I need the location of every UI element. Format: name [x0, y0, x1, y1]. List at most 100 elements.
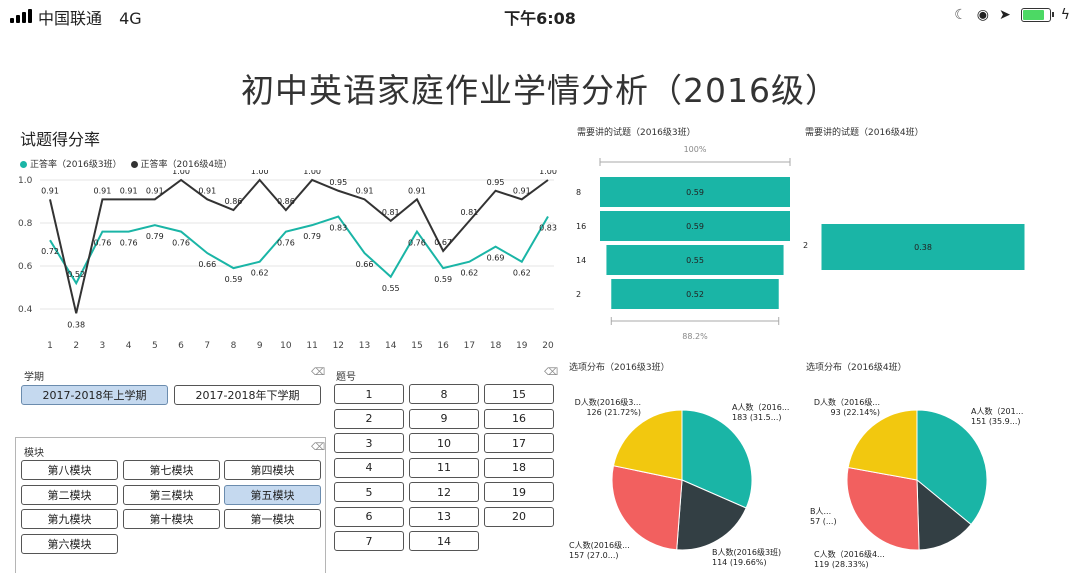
question-option-14[interactable]: 14 [409, 531, 479, 551]
series-line-class4[interactable] [49, 178, 549, 314]
question-slicer-label: 题号 [336, 372, 356, 383]
funnel-bar-label: 0.52 [686, 290, 704, 299]
x-tick-label: 18 [490, 341, 502, 351]
module-option[interactable]: 第二模块 [21, 484, 118, 505]
data-label: 0.62 [513, 269, 531, 278]
funnel-bar-label: 0.59 [686, 188, 704, 197]
funnel-bar[interactable] [606, 245, 784, 275]
pie-slice-b[interactable] [676, 479, 747, 551]
module-option[interactable]: 第四模块 [224, 460, 321, 480]
data-label: 0.67 [434, 238, 452, 247]
question-option-9[interactable]: 9 [409, 408, 479, 429]
question-option-1[interactable]: 1 [334, 384, 404, 404]
module-option[interactable]: 第三模块 [123, 484, 220, 505]
x-tick-label: 2 [73, 341, 79, 351]
eraser-icon[interactable]: ⌫ [311, 367, 326, 378]
data-label: 0.91 [146, 186, 164, 195]
data-label: 0.59 [434, 275, 452, 284]
pie-value-d: 126 (21.72%) [586, 408, 641, 417]
funnel4-title: 需要讲的试题（2016级4班） [805, 128, 924, 138]
question-option-10[interactable]: 10 [409, 433, 479, 453]
pie-value-c: 157 (27.0...) [569, 551, 619, 560]
term-slicer-label: 学期 [24, 372, 44, 383]
module-slicer-label: 模块 [24, 448, 44, 459]
pie-value-a: 151 (35.9...) [971, 417, 1021, 426]
pie-slice-c[interactable] [846, 466, 920, 551]
question-option-3[interactable]: 3 [334, 433, 404, 453]
data-label: 0.79 [303, 232, 321, 241]
data-label: 0.91 [198, 186, 216, 195]
funnel-bar[interactable] [611, 279, 779, 309]
data-label: 0.55 [382, 284, 400, 293]
question-option-4[interactable]: 4 [334, 457, 404, 478]
question-option-6[interactable]: 6 [334, 506, 404, 527]
status-bar: 中国联通 4G 下午6:08 ☾ ◉ ➤ ϟ [0, 0, 1080, 30]
funnel-bottom-pct: 88.2% [682, 332, 708, 341]
question-option-18[interactable]: 18 [484, 457, 554, 478]
pie-chart-class3[interactable]: A人数（2016...183 (31.5...) B人数(2016级3班)114 … [565, 390, 800, 573]
question-option-8[interactable]: 8 [409, 384, 479, 404]
question-option-7[interactable]: 7 [334, 531, 404, 551]
module-option[interactable]: 第十模块 [123, 509, 220, 529]
question-option-15[interactable]: 15 [484, 384, 554, 404]
data-label: 0.76 [120, 239, 138, 248]
legend-item-class4[interactable]: 正答率（2016级4班） [130, 160, 232, 170]
module-option[interactable]: 第七模块 [123, 460, 220, 480]
series-line-class3[interactable] [49, 215, 549, 286]
module-option[interactable]: 第九模块 [21, 509, 118, 529]
x-tick-label: 20 [542, 341, 554, 351]
pie-value-b: 57 (...) [810, 517, 837, 526]
funnel-bar-label: 0.59 [686, 222, 704, 231]
pie-slice-c[interactable] [611, 465, 683, 551]
data-label: 0.86 [225, 197, 243, 206]
data-label: 0.91 [94, 186, 112, 195]
pie-slice-b[interactable] [916, 478, 972, 551]
legend-item-class3[interactable]: 正答率（2016级3班） [20, 160, 125, 170]
question-option-2[interactable]: 2 [334, 408, 404, 429]
question-option-17[interactable]: 17 [484, 433, 554, 453]
question-option-19[interactable]: 19 [484, 482, 554, 502]
funnel-bar[interactable] [600, 177, 790, 207]
term-option-2[interactable]: 2017-2018年下学期 [174, 385, 321, 405]
module-option[interactable]: 第八模块 [21, 460, 118, 480]
pie-slice-d[interactable] [847, 409, 918, 481]
funnel-bar[interactable] [821, 224, 1025, 270]
question-option-5[interactable]: 5 [334, 482, 404, 502]
data-label: 0.81 [460, 208, 478, 217]
data-label: 0.91 [356, 186, 374, 195]
pie-chart-class4[interactable]: A人数（201...151 (35.9...) B人...57 (...) C人数（… [800, 390, 1040, 573]
question-option-11[interactable]: 11 [409, 457, 479, 478]
charging-icon: ϟ [1060, 7, 1070, 23]
question-option-20[interactable]: 20 [484, 506, 554, 527]
question-option-16[interactable]: 16 [484, 408, 554, 429]
x-tick-label: 19 [516, 341, 528, 351]
x-tick-label: 15 [411, 341, 422, 351]
module-option[interactable]: 第一模块 [224, 509, 321, 529]
eraser-icon[interactable]: ⌫ [544, 367, 559, 378]
data-label: 0.69 [487, 254, 505, 263]
pie-slice-a[interactable] [916, 409, 988, 526]
pie-slice-d[interactable] [612, 409, 683, 481]
eraser-icon[interactable]: ⌫ [311, 442, 326, 453]
pie-slice-a[interactable] [681, 409, 753, 509]
question-option-12[interactable]: 12 [409, 482, 479, 502]
module-option[interactable]: 第六模块 [21, 533, 118, 554]
x-tick-label: 9 [257, 341, 263, 351]
pie-value-b: 114 (19.66%) [712, 558, 767, 567]
status-icons: ☾ ◉ ➤ ϟ [954, 5, 1070, 25]
data-label: 0.95 [329, 178, 347, 187]
x-tick-label: 7 [204, 341, 210, 351]
module-option[interactable]: 第五模块 [224, 484, 321, 505]
data-label: 0.91 [120, 186, 138, 195]
x-tick-label: 11 [306, 341, 317, 351]
question-option-13[interactable]: 13 [409, 506, 479, 527]
funnel-chart-class3[interactable]: 100% 0.59 8 0.59 16 0.55 14 0.52 2 88.2% [566, 140, 801, 350]
data-label: 0.95 [487, 178, 505, 187]
pie-value-c: 119 (28.33%) [814, 560, 869, 569]
term-option-1[interactable]: 2017-2018年上学期 [21, 385, 168, 405]
line-chart[interactable]: 0.40.60.81.01 2 3 4 5 6 7 8 9 10 11 12 13 14 15 16 17 18 1… [14, 170, 560, 355]
funnel-bar[interactable] [600, 211, 790, 241]
funnel-chart-class4[interactable]: 0.38 2 [796, 215, 1036, 280]
x-tick-label: 12 [333, 341, 344, 351]
data-label: 0.76 [172, 239, 190, 248]
